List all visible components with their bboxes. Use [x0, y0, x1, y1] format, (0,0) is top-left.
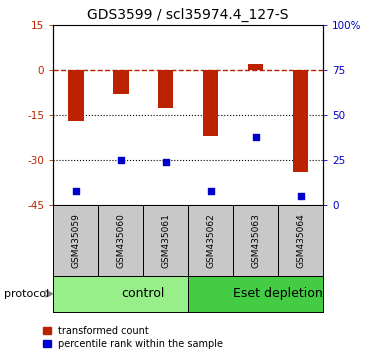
- Bar: [248, 64, 263, 70]
- Text: GSM435064: GSM435064: [296, 213, 305, 268]
- Text: GSM435061: GSM435061: [161, 213, 170, 268]
- Point: [252, 134, 258, 139]
- Bar: [188, 276, 323, 312]
- Bar: [98, 205, 143, 276]
- Bar: [203, 70, 218, 136]
- Point: [163, 159, 169, 165]
- Bar: [53, 205, 98, 276]
- Bar: [143, 205, 188, 276]
- Bar: [293, 70, 309, 172]
- Bar: [113, 70, 128, 94]
- Point: [298, 193, 304, 199]
- Text: GSM435060: GSM435060: [116, 213, 125, 268]
- Point: [118, 157, 124, 163]
- Point: [207, 188, 214, 194]
- Text: GSM435063: GSM435063: [251, 213, 260, 268]
- Bar: [188, 205, 233, 276]
- Point: [73, 188, 79, 194]
- Text: Eset depletion: Eset depletion: [233, 287, 323, 300]
- Text: control: control: [122, 287, 165, 300]
- Bar: [158, 70, 174, 108]
- Text: GSM435062: GSM435062: [206, 213, 215, 268]
- Bar: [68, 70, 84, 121]
- Title: GDS3599 / scl35974.4_127-S: GDS3599 / scl35974.4_127-S: [87, 8, 289, 22]
- Text: protocol: protocol: [4, 289, 49, 299]
- Bar: [278, 205, 323, 276]
- Legend: transformed count, percentile rank within the sample: transformed count, percentile rank withi…: [43, 326, 223, 349]
- Text: GSM435059: GSM435059: [71, 213, 80, 268]
- Bar: [53, 276, 188, 312]
- Bar: [233, 205, 278, 276]
